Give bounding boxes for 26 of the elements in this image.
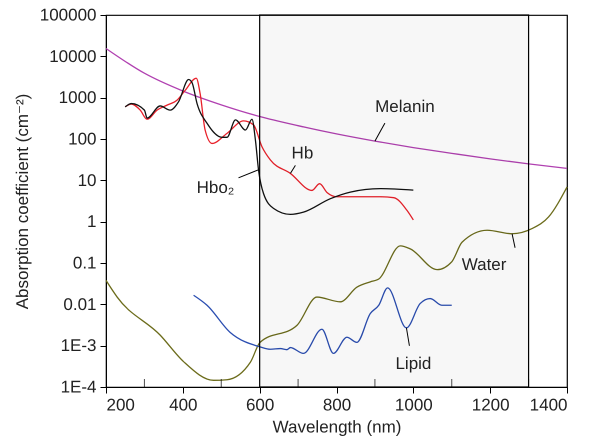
x-tick-label: 1200 [472,396,510,414]
series-label: Hb [292,143,314,162]
x-tick-label: 400 [169,396,198,414]
y-tick-label: 1E-3 [60,336,96,356]
x-axis-title: Wavelength (nm) [272,418,402,436]
y-tick-label: 0.1 [72,254,96,272]
series-label: Hbo₂ [196,178,234,197]
y-axis-title: Absorption coefficient (cm⁻²) [12,94,32,310]
x-tick-label: 200 [106,396,135,414]
y-tick-label: 10 [78,170,96,190]
y-tick-label: 100 [68,130,96,148]
y-tick-label: 1 [87,212,96,232]
line-series [105,48,568,169]
y-tick-label: 1000 [58,88,96,108]
y-tick-label: 1E-4 [60,378,96,396]
y-tick-label: 100000 [40,6,96,24]
y-tick-label: 10000 [49,46,96,66]
series-label: Water [462,254,507,274]
series-label: Melanin [375,97,435,116]
line-series [192,287,452,354]
series-label: Lipid [395,354,432,373]
y-tick-label: 0.01 [63,294,96,314]
x-tick-label: 600 [246,396,274,414]
x-tick-label: 1000 [394,396,433,414]
x-tick-label: 1400 [530,396,568,414]
x-tick-label: 800 [322,396,352,414]
